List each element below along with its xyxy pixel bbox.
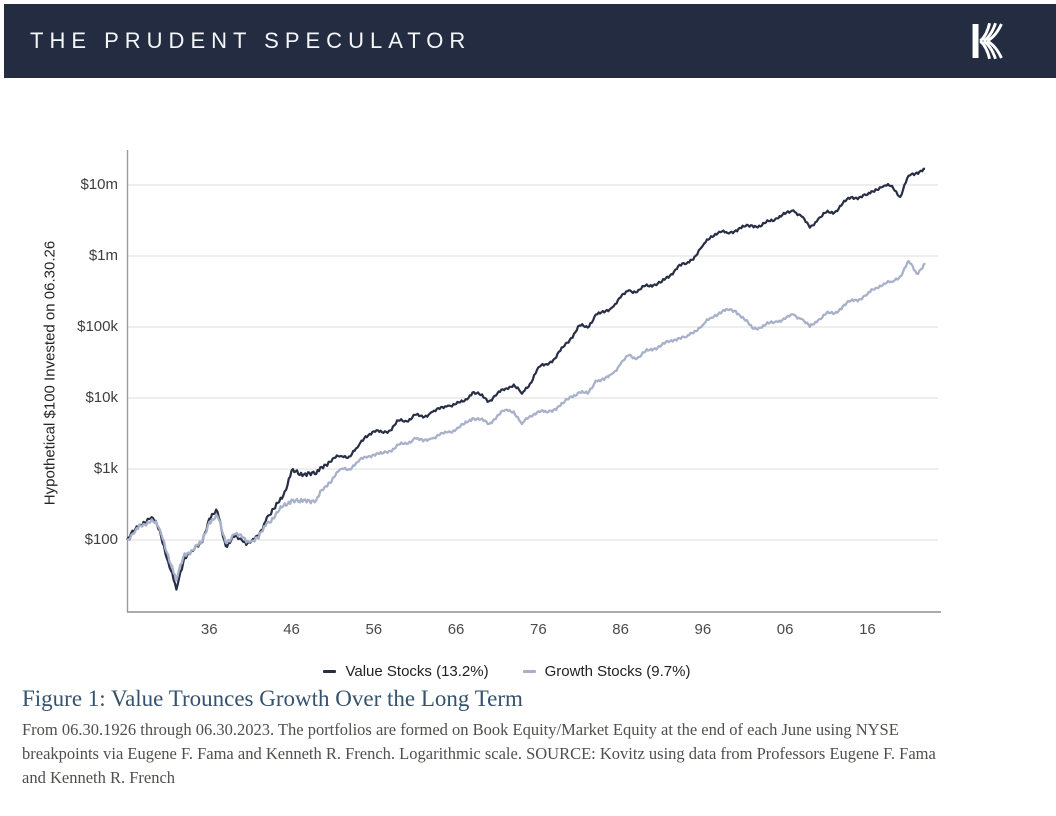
growth-vs-value-chart: Hypothetical $100 Invested on 06.30.26 $…	[0, 78, 1056, 680]
x-tick-76: 76	[529, 621, 547, 638]
x-tick-06: 06	[776, 621, 794, 638]
page-title: THE PRUDENT SPECULATOR	[30, 28, 472, 53]
series-lines	[126, 167, 926, 591]
y-tick-10k: $10k	[85, 389, 118, 406]
value-stocks-label: Value Stocks (13.2%)	[345, 663, 489, 680]
x-tick-16: 16	[859, 621, 876, 638]
legend-item-growth-stocks: Growth Stocks (9.7%)	[522, 663, 691, 680]
figure-caption: Figure 1: Value Trounces Growth Over the…	[22, 686, 962, 790]
growth-stocks-label: Growth Stocks (9.7%)	[544, 663, 691, 680]
growth-stocks-line	[126, 259, 926, 582]
x-tick-86: 86	[612, 621, 629, 638]
figure-title: Figure 1: Value Trounces Growth Over the…	[22, 686, 523, 711]
value-stocks-line	[126, 167, 926, 591]
y-tick-1k: $1k	[93, 460, 118, 477]
y-tick-1m: $1m	[88, 247, 118, 264]
y-tick-100: $100	[84, 531, 118, 548]
y-tick-100k: $100k	[77, 318, 118, 335]
chart-legend: Value Stocks (13.2%) Growth Stocks (9.7%…	[127, 663, 887, 680]
x-tick-36: 36	[200, 621, 218, 638]
chart-plot-area	[126, 150, 941, 613]
gridlines	[128, 184, 938, 541]
value-stocks-swatch	[323, 670, 337, 673]
x-tick-66: 66	[447, 621, 465, 638]
x-tick-96: 96	[694, 621, 712, 638]
figure-description: From 06.30.1926 through 06.30.2023. The …	[22, 720, 936, 787]
header-bar: THE PRUDENT SPECULATOR	[4, 4, 1056, 78]
growth-stocks-swatch	[522, 670, 536, 673]
legend-item-value-stocks: Value Stocks (13.2%)	[323, 663, 489, 680]
x-tick-46: 46	[283, 621, 300, 638]
x-tick-56: 56	[365, 621, 383, 638]
kovitz-k-logo	[972, 22, 1003, 60]
y-tick-10m: $10m	[80, 176, 118, 193]
